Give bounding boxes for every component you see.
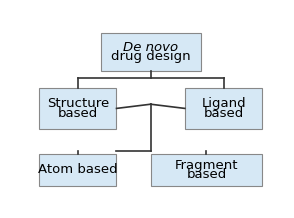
Text: based: based: [186, 168, 227, 181]
Text: based: based: [203, 107, 244, 119]
Text: Fragment: Fragment: [175, 158, 238, 172]
FancyBboxPatch shape: [39, 154, 116, 186]
Text: Atom based: Atom based: [38, 163, 118, 176]
FancyBboxPatch shape: [101, 33, 201, 72]
FancyBboxPatch shape: [185, 88, 262, 129]
Text: drug design: drug design: [111, 50, 191, 63]
Text: Structure: Structure: [47, 97, 109, 110]
Text: De novo: De novo: [123, 41, 178, 54]
FancyBboxPatch shape: [151, 154, 262, 186]
FancyBboxPatch shape: [39, 88, 116, 129]
Text: based: based: [58, 107, 98, 119]
Text: Ligand: Ligand: [201, 97, 246, 110]
